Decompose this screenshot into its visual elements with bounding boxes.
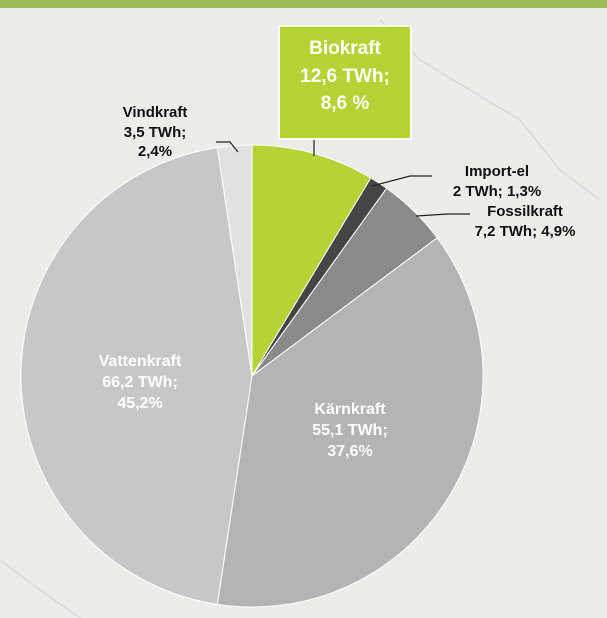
map-outline (0, 559, 81, 618)
slice-value: 12,6 TWh; 8,6 % (300, 65, 390, 115)
slice-label: Fossilkraft 7,2 TWh; 4,9% (450, 202, 600, 241)
slice-label: Kärnkraft 55,1 TWh; 37,6% (285, 400, 415, 462)
slice-name: Import-el (464, 163, 530, 180)
slice-value: 7,2 TWh; 4,9% (474, 222, 576, 240)
slice-name: Vindkraft (122, 104, 188, 121)
slice-value: 3,5 TWh; 2,4% (123, 123, 187, 161)
top-bar (0, 0, 607, 8)
slice-name: Vattenkraft (98, 353, 182, 370)
pie-slice (216, 237, 484, 608)
slice-value: 66,2 TWh; 45,2% (102, 373, 178, 412)
slice-value: 55,1 TWh; 37,6% (312, 421, 388, 460)
pie-slice (20, 147, 253, 605)
slice-value: 2 TWh; 1,3% (452, 182, 542, 200)
slice-label: Vindkraft 3,5 TWh; 2,4% (55, 103, 255, 162)
slice-name: Fossilkraft (487, 203, 563, 220)
slice-label: Vattenkraft 66,2 TWh; 45,2% (75, 352, 205, 414)
pie-slice (216, 144, 253, 377)
leader-line (216, 141, 239, 153)
leader-line (415, 213, 470, 217)
slice-label: Biokraft 12,6 TWh; 8,6 % (278, 25, 412, 140)
map-outline (379, 19, 601, 201)
leader-lines (216, 140, 470, 217)
slice-name: Biokraft (309, 38, 381, 59)
slice-label: Import-el 2 TWh; 1,3% (427, 162, 567, 201)
leader-line (371, 175, 432, 187)
slice-name: Kärnkraft (314, 401, 386, 418)
